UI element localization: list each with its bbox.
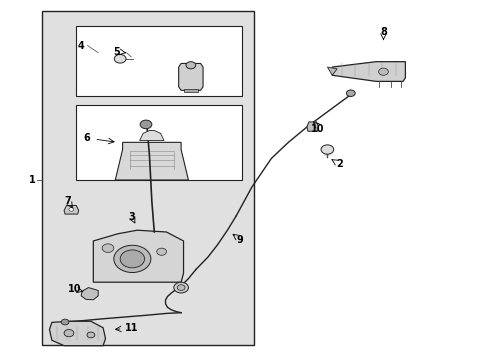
- Text: 9: 9: [236, 235, 243, 245]
- Text: 3: 3: [128, 212, 135, 221]
- Circle shape: [177, 285, 184, 291]
- Polygon shape: [327, 67, 336, 75]
- Circle shape: [61, 319, 69, 325]
- Text: 6: 6: [83, 133, 90, 143]
- Text: 4: 4: [78, 41, 84, 50]
- Bar: [42, 12, 254, 345]
- Circle shape: [102, 244, 114, 252]
- Circle shape: [185, 62, 195, 69]
- Polygon shape: [49, 321, 105, 346]
- Circle shape: [120, 250, 144, 268]
- Circle shape: [321, 145, 333, 154]
- Text: 10: 10: [68, 284, 81, 294]
- Polygon shape: [81, 288, 98, 300]
- Text: 2: 2: [336, 159, 342, 169]
- Polygon shape: [178, 63, 203, 90]
- Circle shape: [173, 282, 188, 293]
- Circle shape: [157, 248, 166, 255]
- Text: 1: 1: [29, 175, 36, 185]
- Circle shape: [114, 54, 126, 63]
- Polygon shape: [93, 230, 183, 282]
- Polygon shape: [306, 122, 318, 131]
- Text: 7: 7: [64, 196, 71, 206]
- Circle shape: [140, 120, 152, 129]
- Bar: [76, 105, 242, 180]
- Polygon shape: [64, 206, 79, 214]
- Polygon shape: [115, 142, 188, 180]
- Bar: [183, 89, 198, 92]
- Polygon shape: [331, 62, 405, 81]
- Circle shape: [346, 90, 354, 96]
- Text: 11: 11: [124, 324, 138, 333]
- Bar: [76, 26, 242, 96]
- Circle shape: [69, 208, 74, 211]
- Text: 5: 5: [113, 46, 120, 57]
- Polygon shape: [140, 131, 163, 140]
- Circle shape: [114, 245, 151, 273]
- Text: 10: 10: [310, 124, 324, 134]
- Text: 8: 8: [379, 27, 386, 37]
- Circle shape: [378, 68, 387, 75]
- Circle shape: [87, 332, 95, 338]
- Circle shape: [64, 329, 74, 337]
